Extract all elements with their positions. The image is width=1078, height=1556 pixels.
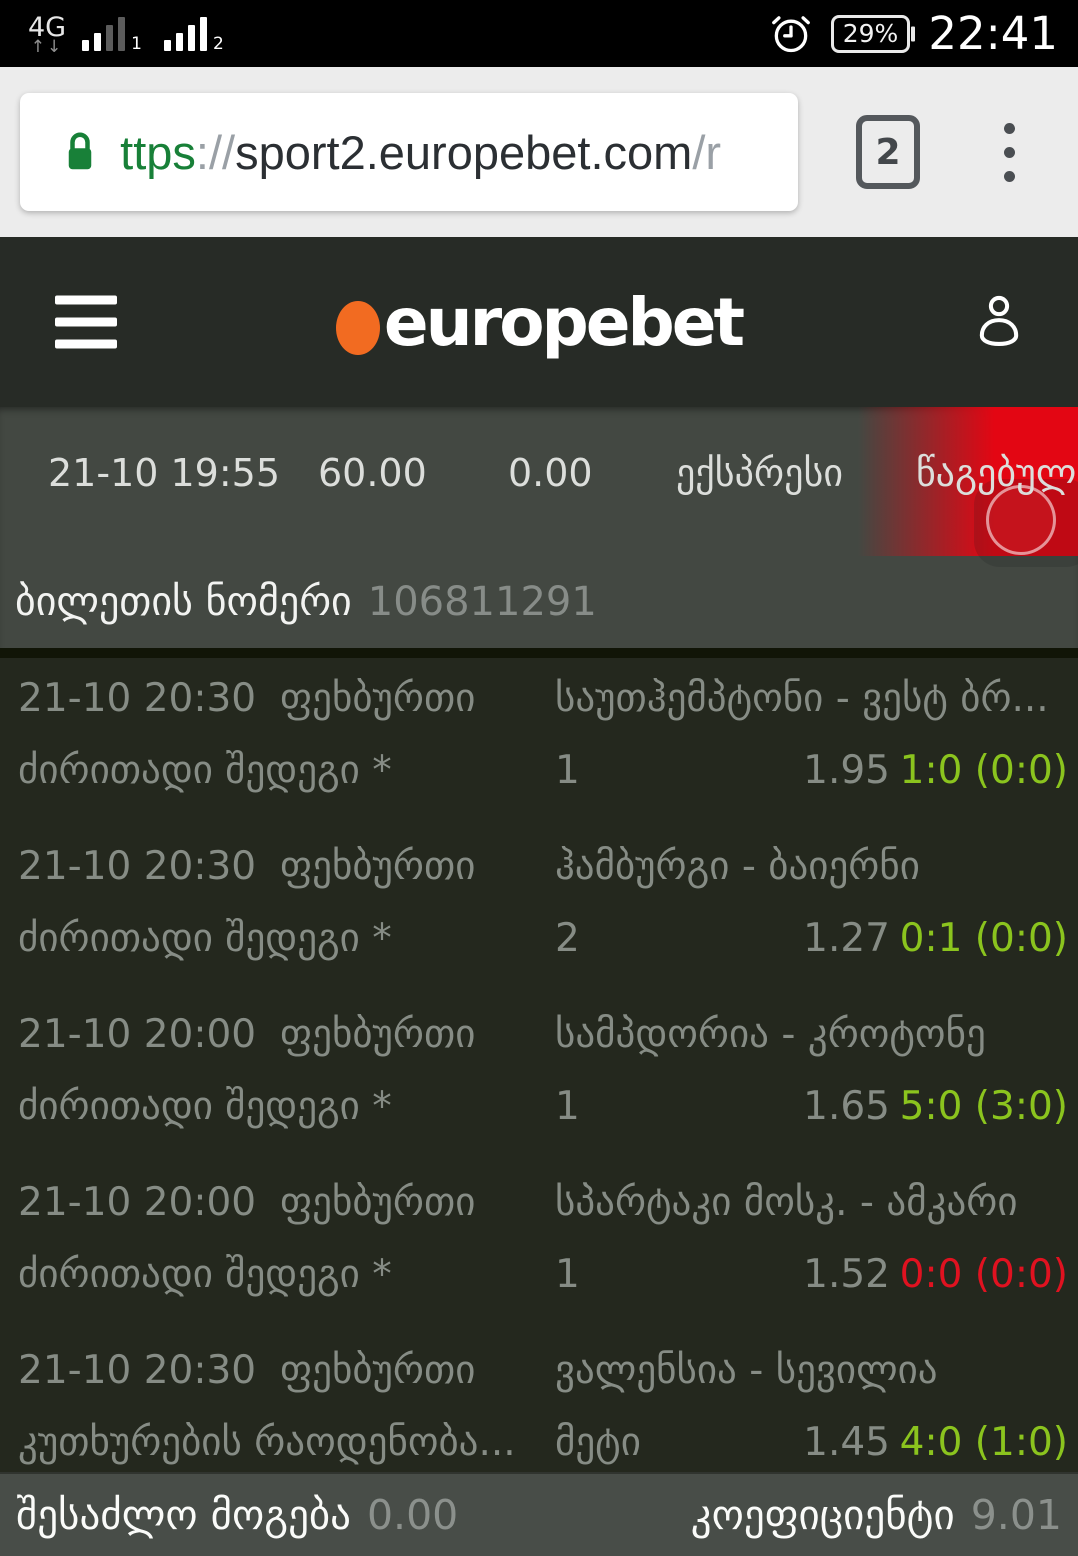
tab-count: 2 (875, 131, 901, 173)
lock-icon[interactable] (62, 129, 98, 175)
summary-datetime: 21-10 19:55 (48, 451, 281, 495)
sim1-label: 1 (131, 33, 142, 54)
bet-odds: 1.95 (803, 748, 890, 793)
url-path: /r (692, 125, 722, 179)
network-indicator: 4G ↑↓ (28, 14, 66, 56)
overflow-menu-icon[interactable] (998, 117, 1021, 188)
bet-match: ვალენსია - სევილია (555, 1348, 938, 1393)
bet-date: 21-10 20:00 (18, 1180, 257, 1225)
network-type-label: 4G (28, 11, 67, 43)
bet-match: სპარტაკი მოსკ. - ამკარი (555, 1180, 1018, 1225)
browser-toolbar: https://sport2.europebet.com/r 2 (0, 67, 1078, 237)
bet-match: ჰამბურგი - ბაიერნი (555, 844, 920, 889)
bet-market: ძირითადი შედეგი * (18, 1252, 392, 1297)
coefficient-value: 9.01 (970, 1491, 1062, 1539)
europebet-logo[interactable]: europebet (335, 283, 745, 361)
bet-sport: ფეხბურთი (280, 844, 476, 889)
data-activity-icon: ↑↓ (30, 36, 64, 57)
url-separator: :// (195, 125, 236, 179)
ticket-label: ბილეთის ნომერი (15, 579, 352, 625)
signal-bars-sim1-icon: 1 (82, 16, 142, 54)
bet-market: ძირითადი შედეგი * (18, 1084, 392, 1129)
bet-list: 21-10 20:30 ფეხბურთი საუთჰემპტონი - ვესტ… (0, 648, 1078, 1472)
bet-date: 21-10 20:30 (18, 844, 257, 889)
address-bar[interactable]: https://sport2.europebet.com/r (20, 93, 798, 211)
logo-text: europebet (383, 283, 745, 361)
bet-score: 0:1 (0:0) (899, 916, 1068, 961)
bet-match: სამპდორია - კროტონე (555, 1012, 986, 1057)
bet-pick: 1 (555, 1252, 580, 1297)
bet-footer: შესაძლო მოგება 0.00 კოეფიციენტი 9.01 (0, 1472, 1078, 1556)
battery-indicator: 29% (830, 14, 911, 53)
possible-win-label: შესაძლო მოგება (16, 1491, 351, 1539)
bet-market: ძირითადი შედეგი * (18, 748, 392, 793)
app-header: europebet (0, 237, 1078, 407)
bet-pick: 1 (555, 748, 580, 793)
bet-row[interactable]: 21-10 20:00 ფეხბურთი სამპდორია - კროტონე… (0, 994, 1078, 1162)
bet-summary-panel: 21-10 19:55 60.00 0.00 ექსპრესი წაგებული… (0, 407, 1078, 648)
bet-sport: ფეხბურთი (280, 1180, 476, 1225)
bet-summary-row[interactable]: 21-10 19:55 60.00 0.00 ექსპრესი წაგებული (0, 407, 1078, 556)
bet-date: 21-10 20:00 (18, 1012, 257, 1057)
logo-dot-icon (335, 301, 380, 355)
bet-pick: 1 (555, 1084, 580, 1129)
bet-pick: 2 (555, 916, 580, 961)
summary-payout: 0.00 (508, 451, 593, 495)
url-text: https://sport2.europebet.com/r (120, 125, 721, 180)
summary-bet-type: ექსპრესი (676, 451, 843, 495)
bet-row[interactable]: 21-10 20:30 ფეხბურთი საუთჰემპტონი - ვესტ… (0, 658, 1078, 826)
bet-date: 21-10 20:30 (18, 676, 257, 721)
url-scheme: https (120, 125, 196, 179)
bet-sport: ფეხბურთი (280, 1012, 476, 1057)
bet-sport: ფეხბურთი (280, 1348, 476, 1393)
possible-win-value: 0.00 (366, 1491, 459, 1539)
signal-bars-sim2-icon: 2 (163, 16, 224, 54)
bet-sport: ფეხბურთი (280, 676, 476, 721)
bet-score: 1:0 (0:0) (899, 748, 1068, 793)
tab-switcher-button[interactable]: 2 (856, 115, 920, 189)
possible-win-group: შესაძლო მოგება 0.00 (16, 1491, 458, 1539)
bet-match: საუთჰემპტონი - ვესტ ბრ... (555, 676, 1049, 721)
alarm-clock-icon (769, 12, 813, 56)
coefficient-group: კოეფიციენტი 9.01 (691, 1491, 1062, 1539)
sim2-label: 2 (212, 33, 224, 54)
bet-row[interactable]: 21-10 20:30 ფეხბურთი ჰამბურგი - ბაიერნი … (0, 826, 1078, 994)
menu-icon[interactable] (55, 295, 117, 349)
url-host: sport2.europebet.com (235, 125, 693, 179)
profile-icon[interactable] (970, 291, 1028, 353)
coefficient-label: კოეფიციენტი (690, 1491, 955, 1539)
ticket-number: 106811291 (367, 579, 597, 625)
bet-row[interactable]: 21-10 20:30 ფეხბურთი ვალენსია - სევილია … (0, 1330, 1078, 1472)
bet-odds: 1.27 (803, 916, 890, 961)
bet-score: 0:0 (0:0) (899, 1252, 1068, 1297)
summary-stake: 60.00 (318, 451, 427, 495)
bet-odds: 1.45 (803, 1420, 890, 1465)
bet-date: 21-10 20:30 (18, 1348, 257, 1393)
bet-market: ძირითადი შედეგი * (18, 916, 392, 961)
bet-row[interactable]: 21-10 20:00 ფეხბურთი სპარტაკი მოსკ. - ამ… (0, 1162, 1078, 1330)
summary-status: წაგებული (916, 451, 1078, 495)
bet-odds: 1.52 (803, 1252, 890, 1297)
ticket-number-row: ბილეთის ნომერი 106811291 (0, 556, 1078, 648)
bet-pick: მეტი (555, 1420, 641, 1465)
bet-market: კუთხურების რაოდენობა... (18, 1420, 516, 1465)
bet-odds: 1.65 (803, 1084, 890, 1129)
bet-score: 4:0 (1:0) (899, 1420, 1068, 1465)
circle-button[interactable] (986, 485, 1056, 555)
bet-score: 5:0 (3:0) (899, 1084, 1068, 1129)
status-bar: 4G ↑↓ 1 2 29% 22:41 (0, 0, 1078, 67)
status-clock: 22:41 (928, 7, 1058, 60)
battery-percent: 29% (842, 18, 899, 48)
